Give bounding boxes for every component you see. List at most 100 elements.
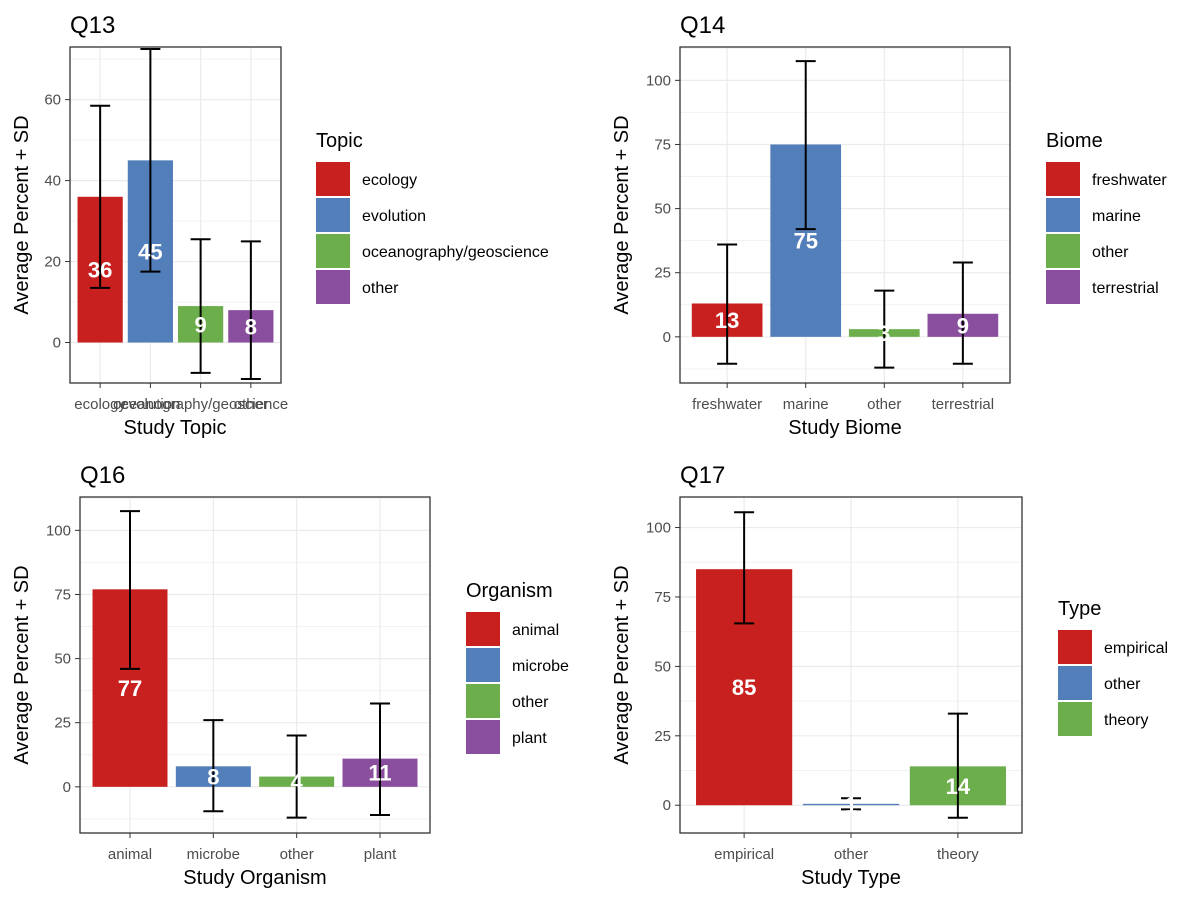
legend-key — [1058, 702, 1092, 736]
data-label: 45 — [138, 239, 162, 264]
legend-key — [466, 720, 500, 754]
y-tick-label: 60 — [44, 92, 61, 109]
legend-title: Topic — [316, 130, 363, 152]
x-tick-label: microbe — [187, 846, 240, 863]
x-axis-title: Study Topic — [123, 417, 226, 439]
y-tick-label: 0 — [53, 335, 61, 352]
x-tick-label: animal — [108, 846, 152, 863]
y-tick-label: 0 — [663, 797, 671, 814]
y-tick-label: 50 — [654, 658, 671, 675]
y-tick-label: 100 — [646, 520, 671, 537]
x-tick-label: oceanography/geoscience — [113, 396, 288, 413]
y-tick-label: 25 — [654, 265, 671, 282]
chart-q17: Q17 0 25 50 75 100 85 1 14 empirical other theory St… — [611, 462, 1168, 889]
legend-key — [466, 684, 500, 718]
legend-label: oceanography/geoscience — [362, 244, 549, 261]
legend-key — [316, 270, 350, 304]
x-tick-label: ecology — [74, 396, 126, 413]
y-tick-label: 0 — [63, 779, 71, 796]
legend-key — [1046, 198, 1080, 232]
data-label: 8 — [245, 314, 257, 339]
data-label: 75 — [793, 229, 817, 254]
chart-q16: Q16 0 25 50 75 100 77 8 4 11 animal microbe other pla… — [11, 462, 569, 889]
legend-label: other — [1104, 676, 1141, 693]
x-tick-label: terrestrial — [932, 396, 995, 413]
y-tick-label: 25 — [654, 728, 671, 745]
legend: Type empirical other theory — [1058, 598, 1168, 736]
data-label: 9 — [957, 313, 969, 338]
x-axis-title: Study Type — [801, 867, 901, 889]
y-tick-label: 40 — [44, 173, 61, 190]
legend: Biome freshwater marine other terrestrial — [1046, 130, 1167, 304]
legend-key — [316, 198, 350, 232]
chart-title: Q17 — [680, 462, 725, 489]
plot-border — [69, 46, 282, 384]
y-tick-label: 75 — [654, 589, 671, 606]
data-label: 77 — [118, 676, 142, 701]
y-tick-label: 75 — [654, 136, 671, 153]
y-tick-label: 0 — [663, 329, 671, 346]
y-axis-title: Average Percent + SD — [11, 565, 33, 764]
y-tick-label: 20 — [44, 254, 61, 271]
legend: Topic ecology evolution oceanography/geosci… — [316, 130, 549, 304]
legend-label: theory — [1104, 712, 1148, 729]
y-tick-label: 100 — [46, 522, 71, 539]
x-axis-title: Study Biome — [788, 417, 901, 439]
plot-border — [679, 46, 1011, 384]
legend-label: ecology — [362, 172, 417, 189]
x-tick-label: plant — [364, 846, 397, 863]
legend-key — [1046, 270, 1080, 304]
x-tick-label: other — [867, 396, 901, 413]
data-label: 85 — [732, 675, 756, 700]
data-label: 11 — [368, 761, 391, 786]
chart-title: Q14 — [680, 12, 725, 39]
y-tick-label: 100 — [646, 72, 671, 89]
data-label: 13 — [715, 308, 739, 333]
legend-key — [1058, 630, 1092, 664]
legend-label: other — [1092, 244, 1129, 261]
legend-label: other — [362, 280, 399, 297]
legend-key — [1046, 162, 1080, 196]
plot-border — [79, 496, 431, 834]
legend-title: Organism — [466, 580, 553, 602]
chart-title: Q16 — [80, 462, 125, 489]
x-axis-title: Study Organism — [183, 867, 326, 889]
legend-key — [316, 162, 350, 196]
x-tick-label: marine — [783, 396, 829, 413]
legend-key — [466, 612, 500, 646]
x-tick-label: other — [834, 846, 868, 863]
legend-title: Type — [1058, 598, 1101, 620]
legend-label: empirical — [1104, 640, 1168, 657]
legend-label: animal — [512, 622, 559, 639]
data-label: 4 — [291, 770, 304, 795]
data-label: 1 — [845, 793, 857, 818]
y-tick-label: 75 — [54, 586, 71, 603]
legend-key — [466, 648, 500, 682]
legend-key — [1058, 666, 1092, 700]
legend-label: other — [512, 694, 549, 711]
legend-key — [1046, 234, 1080, 268]
y-tick-label: 50 — [654, 201, 671, 218]
data-label: 8 — [207, 765, 219, 790]
x-tick-label: other — [234, 396, 268, 413]
legend-label: terrestrial — [1092, 280, 1159, 297]
x-tick-label: freshwater — [692, 396, 762, 413]
y-axis-title: Average Percent + SD — [611, 565, 633, 764]
x-tick-label: other — [280, 846, 314, 863]
data-label: 36 — [88, 258, 112, 283]
legend-title: Biome — [1046, 130, 1103, 152]
legend-label: evolution — [362, 208, 426, 225]
legend-label: freshwater — [1092, 172, 1167, 189]
chart-q14: Q14 0 25 50 75 100 13 75 3 9 freshwater marine other… — [611, 12, 1167, 439]
legend-label: marine — [1092, 208, 1141, 225]
x-tick-label: evolution — [120, 396, 180, 413]
legend: Organism animal microbe other plant — [466, 580, 569, 754]
legend-label: plant — [512, 730, 547, 747]
data-label: 9 — [194, 312, 206, 337]
legend-label: microbe — [512, 658, 569, 675]
legend-key — [316, 234, 350, 268]
y-axis-title: Average Percent + SD — [11, 115, 33, 314]
y-tick-label: 25 — [54, 715, 71, 732]
